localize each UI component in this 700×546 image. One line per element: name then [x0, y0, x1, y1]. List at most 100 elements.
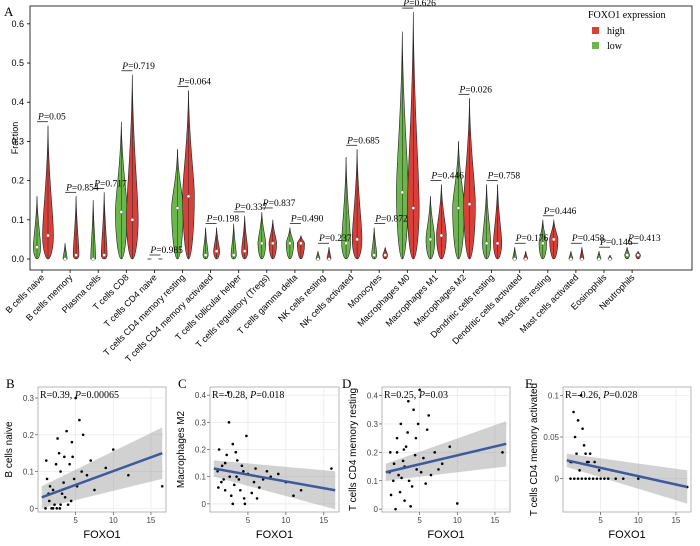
scatter-point — [410, 485, 414, 488]
scatter-panel-b: B 5 10 15 0 0.1 0.2 0.3 R=0.39, P=0.00065 FOXO1 B … — [4, 376, 167, 541]
y-tick-label: 0.1 — [367, 477, 379, 486]
scatter-point — [48, 484, 52, 488]
scatter-point — [265, 469, 269, 473]
p-value-label: P=0.719 — [121, 62, 155, 72]
scatter-point — [160, 484, 164, 488]
scatter-point — [254, 467, 257, 470]
scatter-point — [448, 445, 452, 448]
p-value-label: P=0.626 — [402, 0, 436, 9]
scatter-point — [330, 467, 333, 470]
violin-median-high — [608, 257, 612, 261]
scatter-point — [388, 451, 392, 454]
scatter-point — [412, 408, 415, 412]
y-tick-label: 0.4 — [195, 391, 207, 400]
y-tick-label: 0.2 — [23, 431, 35, 440]
scatter-point — [68, 462, 71, 466]
violin-median-low — [484, 241, 489, 246]
scatter-point — [389, 493, 393, 497]
scatter-point — [242, 469, 245, 473]
scatter-point — [429, 473, 433, 477]
violin-y-tick-label: 0.3 — [11, 136, 24, 146]
scatter-point — [425, 428, 429, 431]
scatter-point — [71, 455, 74, 459]
scatter-point — [252, 480, 256, 484]
legend: FOXO1 expression high low — [588, 10, 666, 52]
scatter-point — [223, 461, 227, 465]
p-value-label: P=0.337 — [234, 203, 268, 213]
violin-median-high — [299, 241, 303, 246]
p-value-label: P=0.758 — [487, 172, 521, 182]
scatter-point — [606, 477, 610, 480]
scatter-point — [55, 507, 59, 510]
scatter-point — [575, 452, 578, 455]
violin-y-axis-label: Fraction — [10, 122, 20, 155]
scatter-point — [236, 459, 239, 462]
scatter-panels: B 5 10 15 0 0.1 0.2 0.3 R=0.39, P=0.00065 FOXO1 B … — [4, 376, 692, 541]
p-value-label: P=0.837 — [262, 199, 296, 209]
scatter-point — [599, 477, 602, 480]
scatter-point — [414, 436, 418, 440]
violin-median-high — [495, 241, 500, 246]
violin-median-low — [260, 241, 264, 246]
violin-median-low — [91, 257, 95, 261]
y-tick-label: 0.2 — [195, 446, 207, 455]
scatter-point — [392, 462, 396, 466]
scatter-point — [569, 477, 572, 480]
scatter-point — [584, 477, 587, 480]
legend-swatch-high — [592, 27, 599, 34]
p-value-label: P=0.854 — [65, 183, 99, 193]
p-value-label: P=0.872 — [374, 215, 408, 225]
violin-median-low — [512, 257, 517, 261]
violin-median-high — [580, 257, 584, 261]
scatter-point — [395, 436, 399, 440]
scatter-point — [59, 470, 62, 473]
scatter-point — [63, 455, 66, 459]
x-axis-label: FOXO1 — [427, 529, 464, 541]
legend-swatch-low — [592, 42, 599, 49]
scatter-point — [220, 464, 224, 468]
regression-line — [213, 467, 336, 492]
scatter-point — [276, 472, 280, 476]
violin-median-high — [383, 253, 387, 257]
scatter-point — [228, 475, 232, 478]
scatter-point — [225, 453, 228, 457]
y-tick-label: 0 — [374, 505, 379, 514]
scatter-point — [227, 421, 231, 424]
p-value-label: P=0.198 — [206, 215, 240, 225]
x-tick-label: 10 — [281, 516, 290, 525]
x-tick-label: 10 — [109, 516, 118, 525]
scatter-point — [573, 435, 577, 439]
violin-median-low — [400, 190, 405, 195]
scatter-point — [440, 462, 444, 466]
violin-median-high — [327, 257, 331, 261]
violin-y-tick-label: 0.6 — [11, 19, 24, 29]
scatter-point — [220, 480, 223, 484]
violin-y-tick-label: 0.5 — [11, 58, 24, 68]
p-value-label: P=0.064 — [178, 77, 212, 87]
violin-median-low — [344, 241, 348, 246]
violin-y-tick-label: 0.4 — [11, 97, 24, 107]
scatter-point — [232, 483, 236, 487]
y-tick-label: 0.3 — [195, 418, 207, 427]
confidence-band — [41, 427, 163, 509]
scatter-point — [62, 481, 65, 484]
panel-label-a: A — [4, 4, 14, 19]
scatter-point — [261, 478, 265, 481]
violin-median-high — [439, 233, 444, 238]
violin-median-low — [203, 253, 208, 257]
scatter-point — [226, 391, 230, 394]
y-tick-label: 0.1 — [548, 391, 560, 400]
scatter-point — [292, 494, 295, 497]
p-value-label: P=0.413 — [627, 234, 661, 244]
p-value-label: P=0.458 — [571, 234, 605, 244]
x-axis-label: FOXO1 — [608, 529, 645, 541]
x-tick-label: 15 — [490, 516, 499, 525]
violin-median-high — [355, 237, 359, 242]
x-axis-label: FOXO1 — [83, 529, 120, 541]
regression-line — [385, 442, 507, 474]
scatter-point — [89, 459, 93, 462]
scatter-point — [235, 475, 238, 478]
violin-median-high — [102, 253, 106, 257]
scatter-point — [66, 503, 70, 506]
